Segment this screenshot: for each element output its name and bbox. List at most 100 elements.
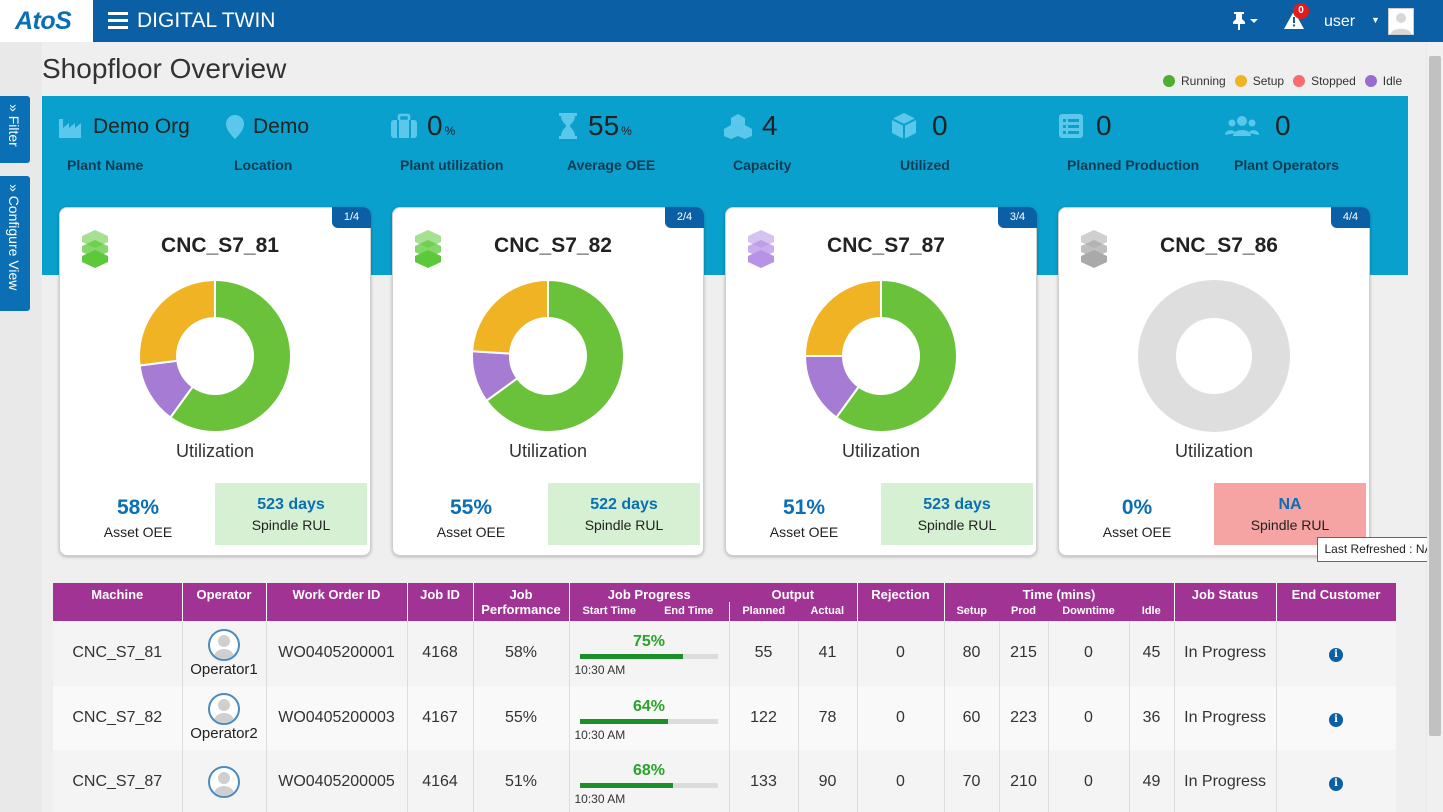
donut-segment-setup[interactable] (803, 278, 882, 357)
info-icon[interactable]: i (1329, 777, 1344, 792)
progress-fill (579, 718, 668, 724)
performance-cell: 51% (473, 750, 570, 812)
operator-avatar-icon[interactable] (208, 766, 240, 799)
col-job-progress[interactable]: Job Progress (569, 583, 729, 602)
col-operator[interactable]: Operator (182, 583, 267, 621)
pin-dropdown-button[interactable] (1228, 9, 1264, 33)
legend-idle: Idle (1364, 74, 1402, 88)
operator-avatar-icon[interactable] (208, 628, 240, 661)
utilization-label: Utilization (841, 441, 921, 461)
col-job-status[interactable]: Job Status (1174, 583, 1277, 621)
location-value: Demo (253, 115, 310, 138)
cubes-icon (724, 114, 752, 139)
table-row[interactable]: CNC_S7_82 Operator2 WO0405200003 4167 55… (53, 685, 1396, 750)
col-prod[interactable]: Prod (999, 602, 1048, 621)
asset-oee-label: Asset OEE (436, 524, 506, 540)
brand-logo[interactable]: AtoS (0, 0, 93, 42)
progress-percent: 64% (632, 697, 666, 715)
col-time[interactable]: Time (mins) (944, 583, 1175, 602)
setup-cell: 70 (944, 750, 1000, 812)
factory-icon (59, 119, 81, 138)
start-time: 10:30 AM (574, 727, 626, 742)
rejection-cell: 0 (857, 621, 945, 686)
configure-tab-text: » Configure View (6, 184, 22, 291)
col-job-performance[interactable]: Job Performance (473, 583, 570, 621)
map-marker-icon (226, 115, 244, 139)
status-cell: In Progress (1174, 685, 1277, 750)
rejection-cell: 0 (857, 750, 945, 812)
setup-cell: 60 (944, 685, 1000, 750)
col-planned[interactable]: Planned (729, 602, 798, 621)
user-menu-label[interactable]: user (1324, 13, 1356, 30)
filter-tab[interactable]: » Filter (0, 96, 30, 163)
stack-layer (748, 250, 774, 268)
hamburger-menu-icon[interactable] (108, 12, 128, 30)
col-work-order[interactable]: Work Order ID (266, 583, 408, 621)
capacity-kpi: 4 (724, 110, 778, 142)
col-idle[interactable]: Idle (1129, 602, 1175, 621)
spindle-rul-box: 523 days Spindle RUL (881, 483, 1033, 545)
status-cell: In Progress (1174, 750, 1277, 812)
utilization-donut (471, 278, 625, 433)
alerts-button[interactable] (1282, 9, 1310, 33)
donut-segment-setup[interactable] (471, 278, 549, 355)
machine-name: CNC_S7_82 (494, 234, 612, 257)
donut-segment-setup[interactable] (138, 278, 216, 367)
legend-label: Running (1181, 74, 1226, 88)
col-output[interactable]: Output (729, 583, 858, 602)
stopped-dot (1293, 75, 1306, 87)
asset-oee-value: 58% (116, 496, 160, 519)
machine-card[interactable]: 1/4 CNC_S7_81 Utilization 58% Asset OEE … (59, 207, 371, 556)
prod-cell: 223 (999, 685, 1049, 750)
col-job-id[interactable]: Job ID (407, 583, 474, 621)
col-end-time[interactable]: End Time (649, 602, 730, 621)
average-oee-value: 55 (588, 110, 620, 141)
table-row[interactable]: CNC_S7_81 Operator1 WO0405200001 4168 58… (53, 621, 1396, 686)
average-oee-unit: % (621, 124, 632, 138)
machine-card[interactable]: 2/4 CNC_S7_82 Utilization 55% Asset OEE … (392, 207, 704, 556)
top-navbar: AtoS DIGITAL TWIN 0 user ▼ (0, 0, 1443, 42)
progress-bar (579, 783, 718, 788)
prod-cell: 210 (999, 750, 1049, 812)
spindle-rul-box: 523 days Spindle RUL (215, 483, 367, 545)
donut-segment-none[interactable] (1138, 280, 1290, 432)
col-rejection[interactable]: Rejection (857, 583, 945, 621)
info-icon[interactable]: i (1329, 712, 1344, 727)
table-row[interactable]: CNC_S7_87 WO0405200005 4164 51% 68% 10:3… (53, 750, 1396, 812)
operator-name: Operator2 (190, 725, 258, 743)
donut-segment-running[interactable] (834, 278, 958, 433)
plant-operators-kpi: 0 (1225, 110, 1291, 142)
col-downtime[interactable]: Downtime (1048, 602, 1129, 621)
machine-stack-icon (82, 230, 108, 268)
machine-stack-icon (415, 230, 441, 268)
end-customer-cell: i (1276, 621, 1396, 686)
configure-view-tab[interactable]: » Configure View (0, 176, 30, 311)
operator-avatar-icon[interactable] (208, 693, 240, 726)
spindle-rul-box: NA Spindle RUL (1214, 483, 1366, 545)
machine-card[interactable]: 3/4 CNC_S7_87 Utilization 51% Asset OEE … (725, 207, 1037, 556)
caret-down-icon[interactable]: ▼ (1371, 15, 1380, 25)
jobs-table: Machine Operator Work Order ID Job ID Jo… (53, 583, 1396, 812)
progress-percent: 68% (632, 762, 666, 779)
running-dot (1163, 75, 1175, 87)
plant-operators-value: 0 (1275, 110, 1291, 141)
asset-oee-label: Asset OEE (769, 524, 839, 540)
card-index-badge: 2/4 (665, 207, 704, 228)
progress-bar (579, 718, 718, 724)
progress-cell: 68% 10:30 AM (569, 750, 730, 812)
info-icon[interactable]: i (1329, 648, 1344, 663)
user-avatar[interactable] (1388, 8, 1414, 35)
col-actual[interactable]: Actual (798, 602, 858, 621)
col-machine[interactable]: Machine (53, 583, 183, 621)
col-setup[interactable]: Setup (944, 602, 999, 621)
notification-count-badge: 0 (1293, 3, 1309, 19)
donut-segment-running[interactable] (485, 278, 625, 433)
donut-segment-running[interactable] (168, 278, 292, 433)
scrollbar-thumb[interactable] (1429, 56, 1441, 736)
machine-card[interactable]: 4/4 CNC_S7_86 Utilization 0% Asset OEE N… (1058, 207, 1370, 556)
utilization-label: Utilization (175, 441, 255, 461)
col-end-customer[interactable]: End Customer (1276, 583, 1396, 621)
work-order-cell: WO0405200005 (266, 750, 408, 812)
col-start-time[interactable]: Start Time (569, 602, 649, 621)
machine-cell: CNC_S7_87 (53, 750, 183, 812)
